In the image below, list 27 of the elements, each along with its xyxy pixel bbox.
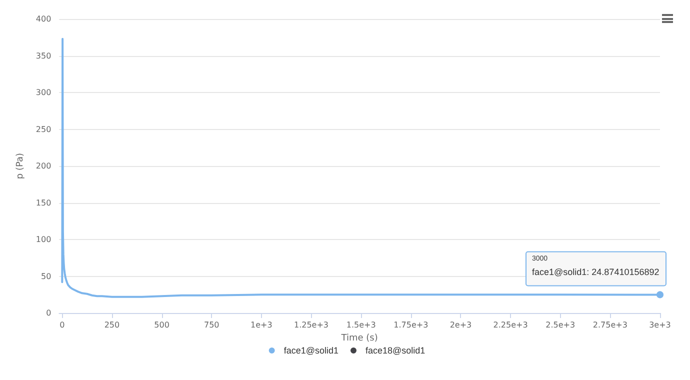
y-tick-label: 400 bbox=[36, 14, 52, 24]
y-tick-label: 0 bbox=[46, 308, 52, 318]
legend-label: face1@solid1 bbox=[284, 346, 338, 356]
x-tick-label: 1.75e+3 bbox=[394, 320, 428, 330]
y-tick-label: 300 bbox=[36, 88, 52, 97]
x-tick-label: 1.5e+3 bbox=[346, 320, 376, 330]
y-tick-label: 50 bbox=[40, 272, 52, 281]
y-tick-label: 100 bbox=[36, 235, 52, 244]
x-axis-title: Time (s) bbox=[340, 333, 378, 344]
x-tick-label: 2.25e+3 bbox=[493, 320, 528, 330]
x-tick-label: 750 bbox=[204, 320, 220, 330]
y-tick-label: 150 bbox=[36, 198, 52, 208]
y-tick-label: 250 bbox=[36, 124, 52, 134]
x-tick-label: 500 bbox=[154, 320, 170, 330]
x-tick-label: 1.25e+3 bbox=[294, 320, 329, 330]
y-tick-label: 350 bbox=[36, 51, 52, 60]
legend-label: face18@solid1 bbox=[365, 346, 426, 356]
x-tick-label: 0 bbox=[60, 320, 65, 330]
y-axis-title: p (Pa) bbox=[16, 152, 26, 180]
annotation: face1@solid1: 24.87410156892 bbox=[532, 267, 660, 278]
y-tick-label: 200 bbox=[36, 162, 52, 170]
x-tick-label: 3e+3 bbox=[649, 320, 671, 330]
x-tick-label: 1e+3 bbox=[250, 320, 272, 330]
x-tick-label: 2e+3 bbox=[450, 320, 472, 330]
x-tick-label: 2.75e+3 bbox=[592, 320, 628, 330]
x-tick-label: 2.5e+3 bbox=[546, 320, 576, 330]
x-tick-label: 250 bbox=[104, 320, 120, 330]
